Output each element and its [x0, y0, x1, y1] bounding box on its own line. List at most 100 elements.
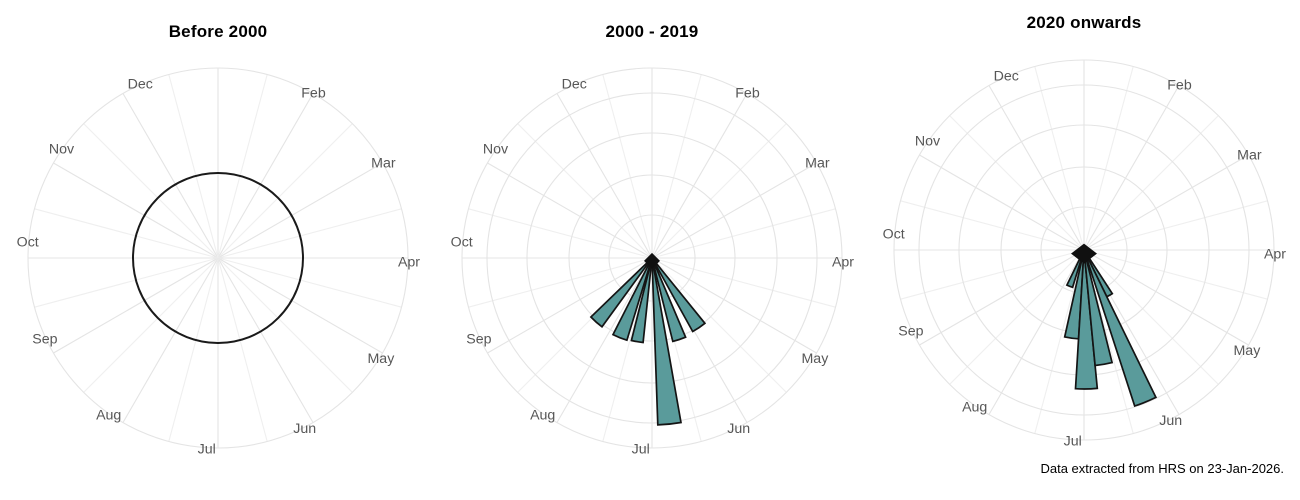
rose-bar	[1083, 249, 1158, 408]
rose-bar	[630, 257, 653, 344]
month-label-nov: Nov	[483, 141, 509, 157]
grid-spoke	[651, 257, 817, 354]
grid-ring	[608, 214, 696, 302]
grid-spoke	[122, 93, 219, 259]
grid-spoke	[217, 162, 383, 259]
grid-spoke	[602, 74, 653, 259]
grid-spoke	[1083, 249, 1249, 346]
month-label-aug: Aug	[962, 400, 987, 416]
month-label-may: May	[1233, 343, 1261, 359]
grid-spoke	[122, 257, 219, 423]
grid-spoke	[919, 154, 1085, 251]
month-label-oct: Oct	[17, 234, 39, 250]
grid-spoke	[487, 257, 653, 354]
month-label-feb: Feb	[301, 86, 326, 102]
rose-bar	[611, 257, 653, 342]
month-label-jul: Jul	[1064, 434, 1082, 450]
grid-ring	[526, 132, 778, 384]
grid-spoke	[83, 257, 219, 393]
grid-spoke	[1034, 249, 1085, 434]
rose-bar	[651, 257, 707, 333]
month-label-mar: Mar	[371, 155, 396, 171]
grid-spoke	[487, 162, 653, 259]
rose-chart-1: Feb Mar Apr May Jun Jul Aug Sep Oct Nov Dec	[17, 67, 420, 458]
month-label-apr: Apr	[1264, 246, 1286, 262]
grid-spoke	[1083, 249, 1219, 385]
grid-spoke	[217, 208, 402, 259]
grid-spoke	[217, 93, 314, 259]
month-label-may: May	[367, 351, 395, 367]
month-label-jul: Jul	[198, 442, 216, 458]
grid-spoke	[988, 85, 1085, 251]
grid-spoke	[1083, 85, 1180, 251]
month-label-mar: Mar	[1237, 147, 1262, 163]
month-label-nov: Nov	[915, 133, 941, 149]
month-label-sep: Sep	[466, 332, 491, 348]
grid-ring	[27, 67, 409, 449]
grid-spoke	[919, 249, 1085, 346]
grid-spoke	[1083, 249, 1268, 300]
month-label-aug: Aug	[530, 408, 555, 424]
grid-spoke	[217, 74, 268, 259]
grid-spoke	[949, 115, 1085, 251]
grid-spoke	[988, 249, 1085, 415]
grid-spoke	[900, 249, 1085, 300]
grid-spoke	[1083, 200, 1268, 251]
data-source-caption: Data extracted from HRS on 23-Jan-2026.	[1040, 461, 1284, 476]
month-label-jun: Jun	[1159, 413, 1182, 429]
rose-bar	[651, 257, 682, 426]
grid-spoke	[556, 257, 653, 423]
rose-bar	[651, 257, 687, 343]
month-label-jun: Jun	[727, 421, 750, 437]
panel-title-before-2000: Before 2000	[168, 22, 268, 41]
grid-spoke	[517, 123, 653, 259]
grid-ring	[461, 67, 843, 449]
grid-spoke	[217, 257, 314, 423]
grid-spoke	[651, 162, 817, 259]
grid-spoke	[217, 257, 268, 442]
rose-chart-2: Feb Mar Apr May Jun Jul Aug Sep Oct Nov Dec	[451, 67, 854, 458]
grid-spoke	[1083, 154, 1249, 251]
grid-spoke	[217, 123, 353, 259]
grid-spoke	[949, 249, 1085, 385]
rose-bar	[1074, 249, 1099, 390]
month-label-apr: Apr	[398, 254, 420, 270]
panel-title-2020-onwards: 2020 onwards	[1026, 13, 1142, 32]
grid-spoke	[53, 162, 219, 259]
grid-spoke	[468, 257, 653, 308]
month-label-sep: Sep	[898, 324, 923, 340]
grid-spoke	[53, 257, 219, 354]
grid-spoke	[217, 257, 402, 308]
rose-chart-3: Feb Mar Apr May Jun Jul Aug Sep Oct Nov Dec	[883, 59, 1286, 450]
grid-ring	[568, 174, 736, 342]
grid-spoke	[83, 123, 219, 259]
month-label-apr: Apr	[832, 254, 854, 270]
grid-spoke	[651, 93, 748, 259]
month-label-feb: Feb	[1167, 78, 1192, 94]
grid-ring	[486, 92, 818, 424]
grid-spoke	[651, 123, 787, 259]
month-label-feb: Feb	[735, 86, 760, 102]
month-label-jul: Jul	[632, 442, 650, 458]
grid-spoke	[651, 257, 787, 393]
month-label-mar: Mar	[805, 155, 830, 171]
grid-spoke	[468, 208, 653, 259]
uniform-reference-circle	[132, 172, 304, 344]
grid-spoke	[900, 200, 1085, 251]
grid-spoke	[651, 257, 836, 308]
grid-spoke	[168, 257, 219, 442]
month-label-dec: Dec	[128, 76, 153, 92]
grid-spoke	[1083, 115, 1219, 251]
grid-spoke	[651, 208, 836, 259]
grid-spoke	[217, 257, 383, 354]
apex-blob	[1071, 243, 1097, 264]
month-label-oct: Oct	[883, 226, 905, 242]
month-label-oct: Oct	[451, 234, 473, 250]
grid-spoke	[168, 74, 219, 259]
month-label-jun: Jun	[293, 421, 316, 437]
grid-spoke	[651, 74, 702, 259]
month-label-dec: Dec	[994, 68, 1019, 84]
grid-spoke	[34, 257, 219, 308]
